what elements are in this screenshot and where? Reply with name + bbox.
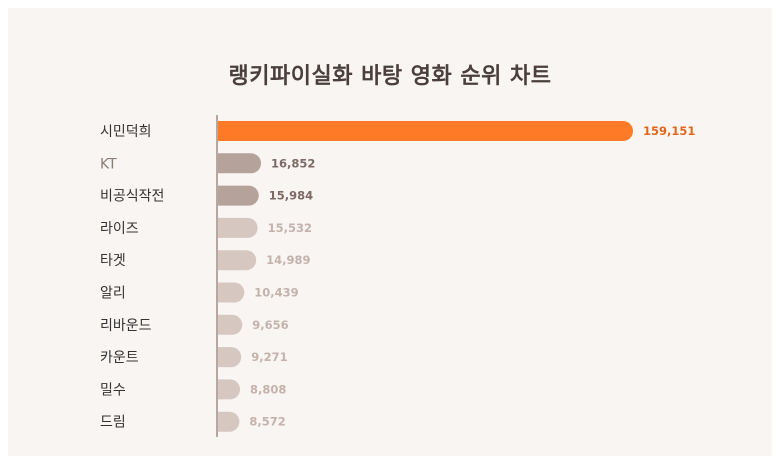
bar: [217, 282, 245, 303]
bar: [217, 411, 240, 432]
category-label: 타겟: [100, 253, 126, 269]
value-label: 9,271: [251, 350, 287, 364]
value-label: 14,989: [266, 253, 310, 267]
category-label: 시민덕희: [100, 124, 152, 140]
bar: [217, 347, 242, 368]
bars-group: [217, 121, 633, 432]
category-label: 알리: [100, 286, 126, 302]
value-label: 16,852: [271, 156, 315, 170]
bar: [217, 314, 243, 335]
value-label: 159,151: [643, 124, 695, 138]
bar: [217, 121, 633, 141]
bar: [217, 250, 257, 271]
chart-title: 랭키파이실화 바탕 영화 순위 차트: [228, 64, 552, 89]
category-label: 밀수: [100, 382, 126, 398]
bar: [217, 379, 241, 400]
value-label: 15,532: [268, 221, 312, 235]
value-label: 10,439: [254, 286, 298, 300]
category-label: 카운트: [100, 350, 139, 366]
category-label: KT: [100, 156, 117, 172]
bar: [217, 153, 262, 174]
chart-card: [8, 8, 772, 456]
category-label: 드림: [100, 415, 126, 431]
category-label: 비공식작전: [100, 189, 164, 205]
value-labels: 159,151 16,852 15,984 15,532 14,989 10,439 9,6…: [249, 124, 695, 429]
bar: [217, 217, 258, 238]
value-label: 15,984: [269, 189, 313, 203]
category-label: 라이즈: [100, 221, 139, 237]
value-label: 8,572: [249, 415, 285, 429]
category-label: 리바운드: [100, 318, 152, 334]
value-label: 8,808: [250, 382, 286, 396]
value-label: 9,656: [252, 318, 288, 332]
bar: [217, 185, 259, 206]
